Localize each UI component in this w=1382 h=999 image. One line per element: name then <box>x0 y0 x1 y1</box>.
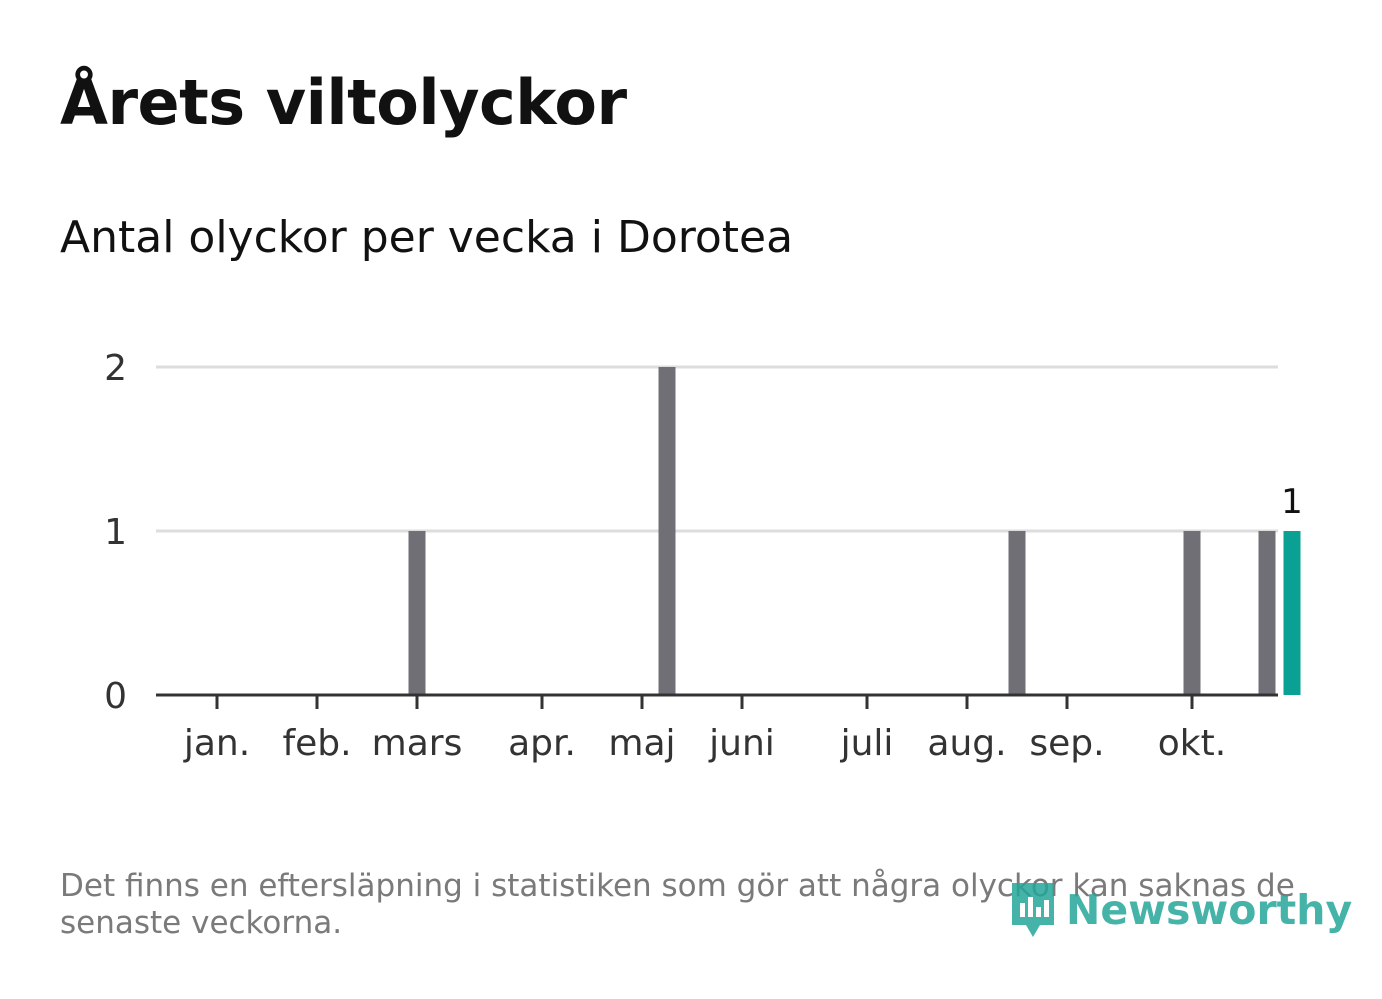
bar <box>1008 531 1026 695</box>
newsworthy-logo-icon <box>1012 883 1054 937</box>
x-tick-label: sep. <box>1029 723 1104 764</box>
y-tick-label: 2 <box>104 348 127 389</box>
x-tick-label: okt. <box>1158 723 1226 764</box>
data-label: 1 <box>1281 482 1303 522</box>
bar <box>658 367 676 695</box>
chart-title: Årets viltolyckor <box>60 66 627 139</box>
y-tick-label: 0 <box>104 676 127 717</box>
x-tick-label: aug. <box>927 723 1006 764</box>
bar-highlight <box>1283 531 1301 695</box>
x-tick-label: mars <box>372 723 463 764</box>
bar-chart: 0 1 2 jan. feb. mars apr. maj juni juli aug. sep. ok… <box>104 348 1303 764</box>
x-tick-label: maj <box>608 723 675 764</box>
y-tick-label: 1 <box>104 512 127 553</box>
footnote: Det finns en eftersläpning i statistiken… <box>60 868 1295 941</box>
x-tick-label: juni <box>708 723 775 764</box>
bar <box>408 531 426 695</box>
bar <box>1258 531 1276 695</box>
newsworthy-logo-text: Newsworthy <box>1066 886 1353 934</box>
chart-subtitle: Antal olyckor per vecka i Dorotea <box>60 212 794 263</box>
x-tick-label: juli <box>840 723 894 764</box>
bar <box>1183 531 1201 695</box>
x-tick-label: jan. <box>183 723 250 764</box>
newsworthy-logo: Newsworthy <box>1008 878 1352 942</box>
x-tick-label: apr. <box>508 723 576 764</box>
x-tick-label: feb. <box>282 723 351 764</box>
